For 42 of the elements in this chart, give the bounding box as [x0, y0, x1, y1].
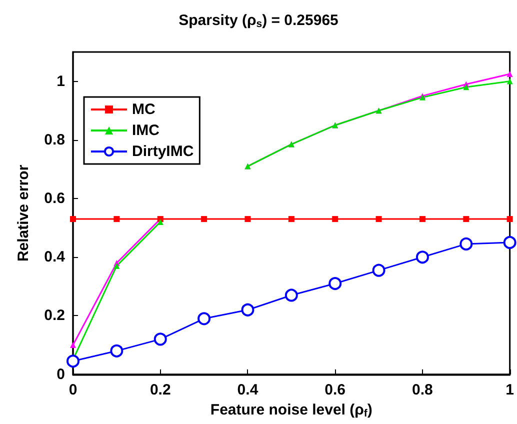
point	[288, 216, 294, 222]
point	[328, 277, 342, 290]
x-tick-label: 0.8	[412, 381, 433, 398]
y-tick-label: 0.2	[44, 307, 65, 324]
y-tick-label: 0	[56, 366, 65, 383]
point	[198, 312, 211, 326]
point	[241, 303, 254, 316]
point	[70, 216, 76, 222]
y-tick-label: 0.6	[44, 190, 65, 208]
point	[460, 237, 473, 250]
point	[506, 78, 513, 84]
x-tick-label: 0.6	[324, 381, 346, 398]
point	[503, 236, 516, 249]
y-axis-title: Relative error	[15, 164, 32, 262]
point	[114, 216, 120, 222]
y-tick-label: 0.4	[44, 248, 66, 266]
x-tick-label: 0	[68, 381, 78, 398]
y-tick-label: 1	[56, 72, 65, 90]
point	[416, 250, 429, 264]
point	[506, 216, 513, 222]
point	[506, 70, 513, 77]
legend-label: MC	[132, 101, 156, 118]
legend-label: IMC	[132, 122, 160, 139]
point	[110, 344, 124, 358]
point	[244, 216, 251, 222]
x-tick-label: 0.4	[237, 381, 259, 398]
y-tick-label: 0.8	[44, 131, 65, 148]
point	[114, 262, 120, 269]
point	[154, 332, 167, 346]
point	[376, 216, 382, 222]
point	[463, 216, 470, 222]
point	[201, 216, 208, 222]
point	[463, 84, 470, 90]
x-tick-label: 0.2	[150, 381, 171, 398]
point	[332, 216, 338, 222]
point	[66, 354, 80, 368]
point	[70, 342, 76, 348]
x-tick-label: 1	[506, 381, 514, 398]
point	[284, 288, 298, 302]
point	[419, 216, 426, 222]
point	[372, 264, 386, 277]
legend-label: DirtyIMC	[132, 143, 194, 160]
